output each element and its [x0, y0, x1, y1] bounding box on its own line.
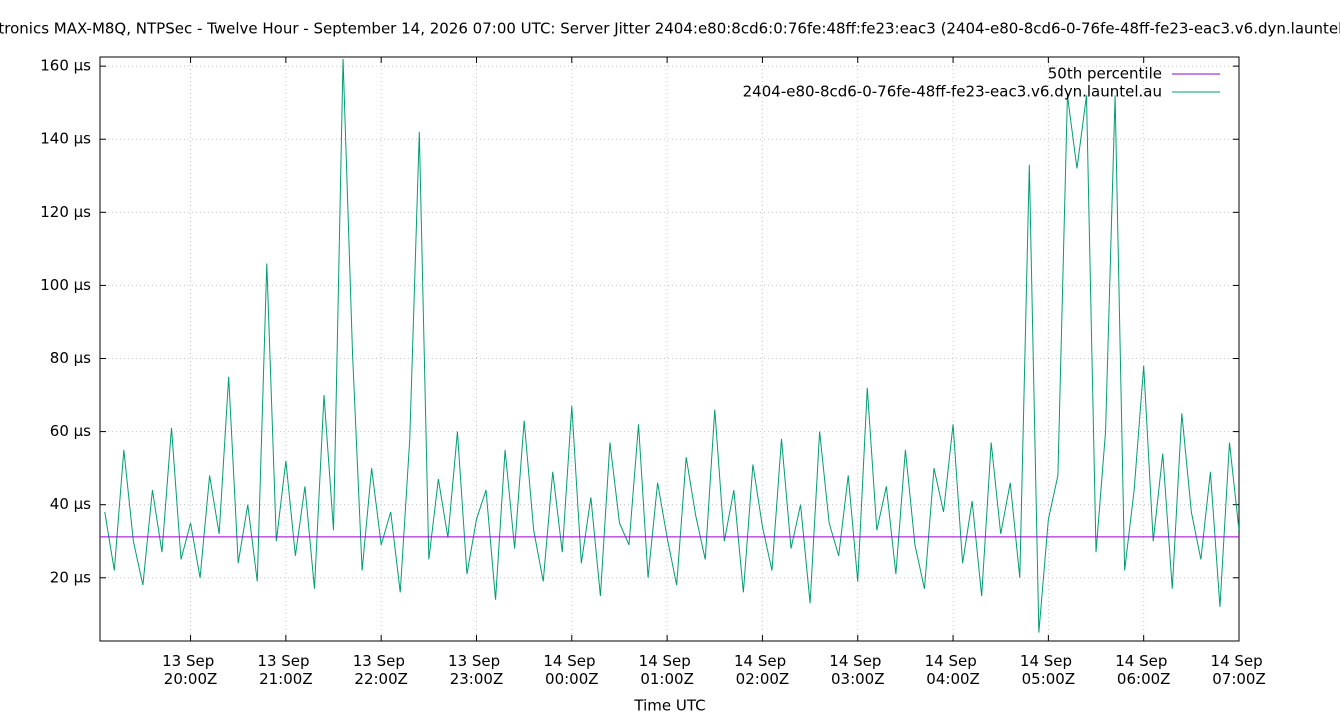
series-line — [104, 58, 1239, 633]
x-tick-label: 13 Sep 22:00Z — [353, 652, 410, 688]
x-tick-label: 14 Sep 03:00Z — [829, 652, 886, 688]
x-tick-label: 14 Sep 06:00Z — [1115, 652, 1172, 688]
x-tick-label: 14 Sep 01:00Z — [639, 652, 696, 688]
x-tick-label: 14 Sep 02:00Z — [734, 652, 791, 688]
y-tick-label: 140 µs — [40, 130, 91, 148]
y-tick-label: 100 µs — [40, 276, 91, 294]
y-tick-label: 40 µs — [50, 495, 91, 513]
y-tick-label: 80 µs — [50, 349, 91, 367]
x-axis-label: Time UTC — [633, 697, 705, 715]
y-tick-label: 120 µs — [40, 203, 91, 221]
x-tick-label: 14 Sep 04:00Z — [925, 652, 982, 688]
y-tick-label: 20 µs — [50, 568, 91, 586]
x-tick-label: 13 Sep 23:00Z — [448, 652, 505, 688]
legend-label: 2404-e80-8cd6-0-76fe-48ff-fe23-eac3.v6.d… — [743, 83, 1162, 101]
chart-title: Uputronics MAX-M8Q, NTPSec - Twelve Hour… — [0, 20, 1340, 38]
x-tick-label: 14 Sep 05:00Z — [1020, 652, 1077, 688]
x-tick-label: 13 Sep 20:00Z — [162, 652, 219, 688]
plot-border — [99, 56, 1240, 642]
plot-area — [100, 58, 1239, 633]
legend-label: 50th percentile — [1048, 65, 1162, 83]
y-tick-label: 160 µs — [40, 57, 91, 75]
y-tick-label: 60 µs — [50, 422, 91, 440]
x-tick-label: 14 Sep 00:00Z — [543, 652, 600, 688]
x-tick-label: 14 Sep 07:00Z — [1211, 652, 1268, 688]
x-tick-label: 13 Sep 21:00Z — [257, 652, 314, 688]
